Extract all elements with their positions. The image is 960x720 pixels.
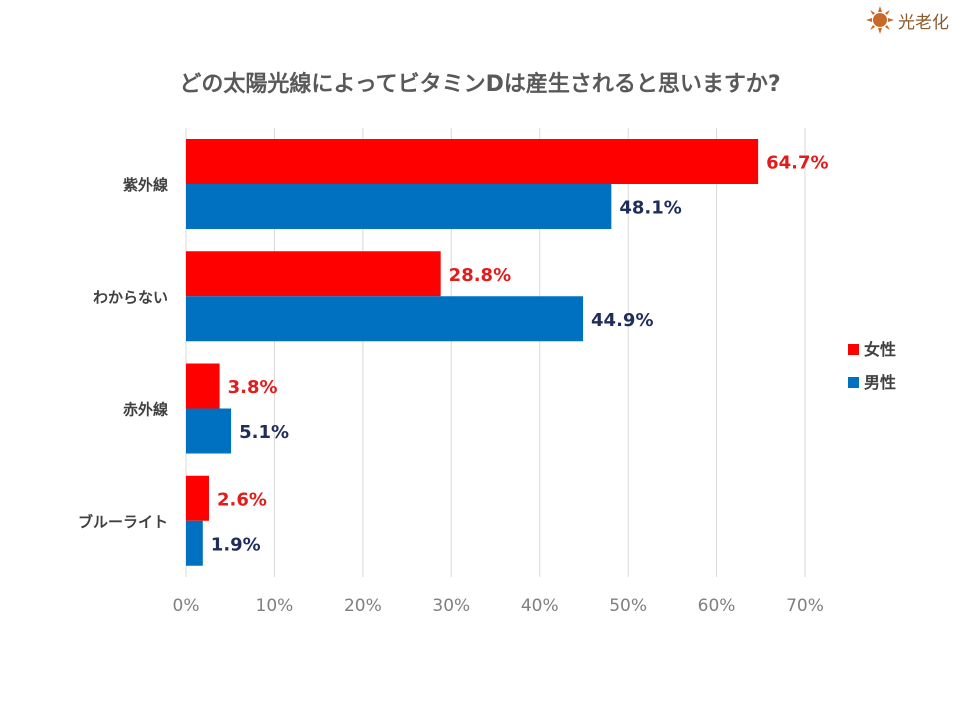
data-label: 44.9% [591, 310, 653, 331]
x-tick-label: 10% [256, 596, 294, 616]
y-category-label: わからない [93, 288, 168, 306]
x-tick-label: 70% [786, 596, 824, 616]
bar-male [186, 408, 232, 454]
data-label: 1.9% [211, 534, 261, 555]
legend-swatch [848, 344, 859, 355]
x-tick-label: 60% [698, 596, 736, 616]
data-label: 48.1% [619, 198, 681, 219]
bar-male [186, 184, 612, 229]
y-category-label: 赤外線 [123, 401, 168, 419]
x-tick-label: 0% [173, 596, 200, 616]
bar-female [186, 139, 759, 184]
bar-female [186, 251, 441, 297]
x-tick-label: 20% [344, 596, 382, 616]
data-label: 3.8% [228, 377, 278, 398]
legend-swatch [848, 377, 859, 388]
x-tick-label: 50% [609, 596, 647, 616]
bar-female [186, 363, 220, 409]
data-label: 5.1% [239, 422, 289, 443]
data-label: 28.8% [449, 265, 511, 286]
bar-female [186, 475, 209, 521]
logo: 光老化 [866, 6, 949, 34]
y-category-label: 紫外線 [123, 176, 168, 194]
sun-logo-icon [866, 6, 894, 34]
chart-title: どの太陽光線によってビタミンDは産生されると思いますか? [179, 72, 781, 97]
bar-male [186, 520, 203, 566]
bar-male [186, 296, 584, 342]
x-tick-label: 40% [521, 596, 559, 616]
x-tick-label: 30% [432, 596, 470, 616]
y-category-label: ブルーライト [78, 513, 168, 531]
data-label: 64.7% [766, 153, 828, 174]
legend-label: 男性 [864, 373, 896, 392]
data-label: 2.6% [217, 489, 267, 510]
logo-text: 光老化 [898, 12, 949, 33]
legend-label: 女性 [864, 340, 896, 359]
